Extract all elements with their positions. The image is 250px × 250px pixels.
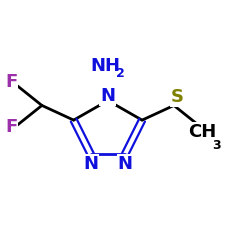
Text: N: N <box>118 155 132 173</box>
Text: N: N <box>83 155 98 173</box>
Text: 2: 2 <box>116 67 124 80</box>
Text: 3: 3 <box>212 139 221 152</box>
Text: F: F <box>5 73 18 91</box>
Text: F: F <box>5 118 18 136</box>
Text: N: N <box>100 87 116 105</box>
Text: S: S <box>171 88 184 106</box>
Text: CH: CH <box>188 123 216 141</box>
Text: NH: NH <box>90 57 120 75</box>
